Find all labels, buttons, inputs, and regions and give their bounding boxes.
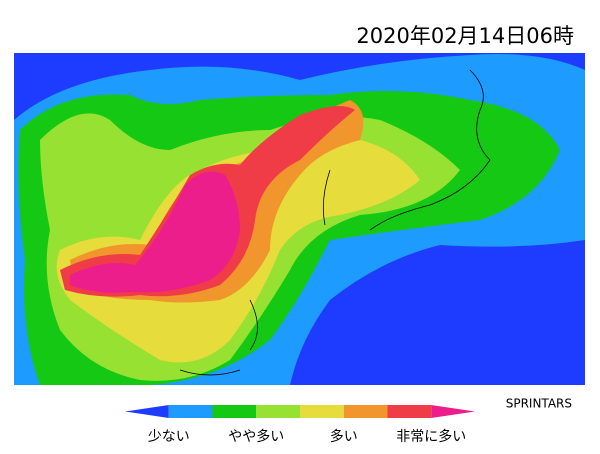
region-peak bbox=[70, 171, 240, 293]
legend-swatch bbox=[212, 405, 257, 418]
legend-label: やや多い bbox=[228, 428, 284, 445]
title: 2020年02月14日06時 bbox=[356, 24, 574, 48]
legend-swatch bbox=[387, 405, 432, 418]
legend-swatch bbox=[125, 405, 169, 418]
map bbox=[14, 53, 585, 385]
legend-swatch bbox=[300, 405, 344, 418]
legend-label: 非常に多い bbox=[396, 428, 466, 445]
legend-swatch bbox=[431, 405, 475, 418]
legend: 少ない やや多い 多い 非常に多い bbox=[125, 405, 475, 445]
coastline bbox=[179, 69, 491, 376]
legend-swatch bbox=[168, 405, 213, 418]
credit: SPRINTARS bbox=[506, 397, 572, 411]
legend-label: 少ない bbox=[148, 429, 190, 445]
legend-label: 多い bbox=[330, 428, 358, 445]
legend-swatch bbox=[256, 405, 300, 418]
legend-swatch bbox=[343, 405, 388, 418]
